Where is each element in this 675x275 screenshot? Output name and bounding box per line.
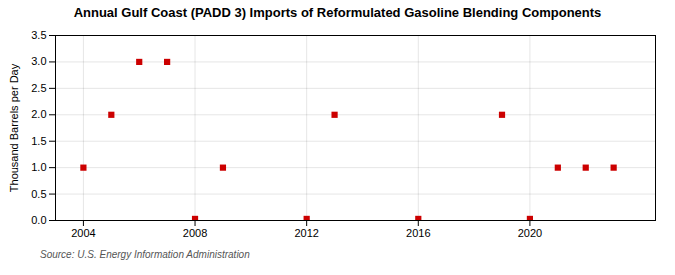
svg-text:2.5: 2.5 xyxy=(31,82,46,94)
svg-text:2004: 2004 xyxy=(71,227,95,239)
svg-text:2020: 2020 xyxy=(518,227,542,239)
html-text:Source: U.S. Energy Informatio: Source: U.S. Energy Information Administ… xyxy=(40,249,250,260)
svg-text:2.0: 2.0 xyxy=(31,108,46,120)
svg-text:1.5: 1.5 xyxy=(31,135,46,147)
svg-text:0.0: 0.0 xyxy=(31,214,46,226)
svg-text:1.0: 1.0 xyxy=(31,161,46,173)
svg-text:Thousand Barrels per Day: Thousand Barrels per Day xyxy=(8,63,20,192)
svg-text:2016: 2016 xyxy=(406,227,430,239)
svg-text:3.0: 3.0 xyxy=(31,55,46,67)
svg-text:2012: 2012 xyxy=(294,227,318,239)
svg-text:2008: 2008 xyxy=(183,227,207,239)
html-text:Annual Gulf Coast (PADD 3) Imp: Annual Gulf Coast (PADD 3) Imports of Re… xyxy=(73,5,602,20)
svg-text:0.5: 0.5 xyxy=(31,188,46,200)
svg-text:3.5: 3.5 xyxy=(31,29,46,41)
